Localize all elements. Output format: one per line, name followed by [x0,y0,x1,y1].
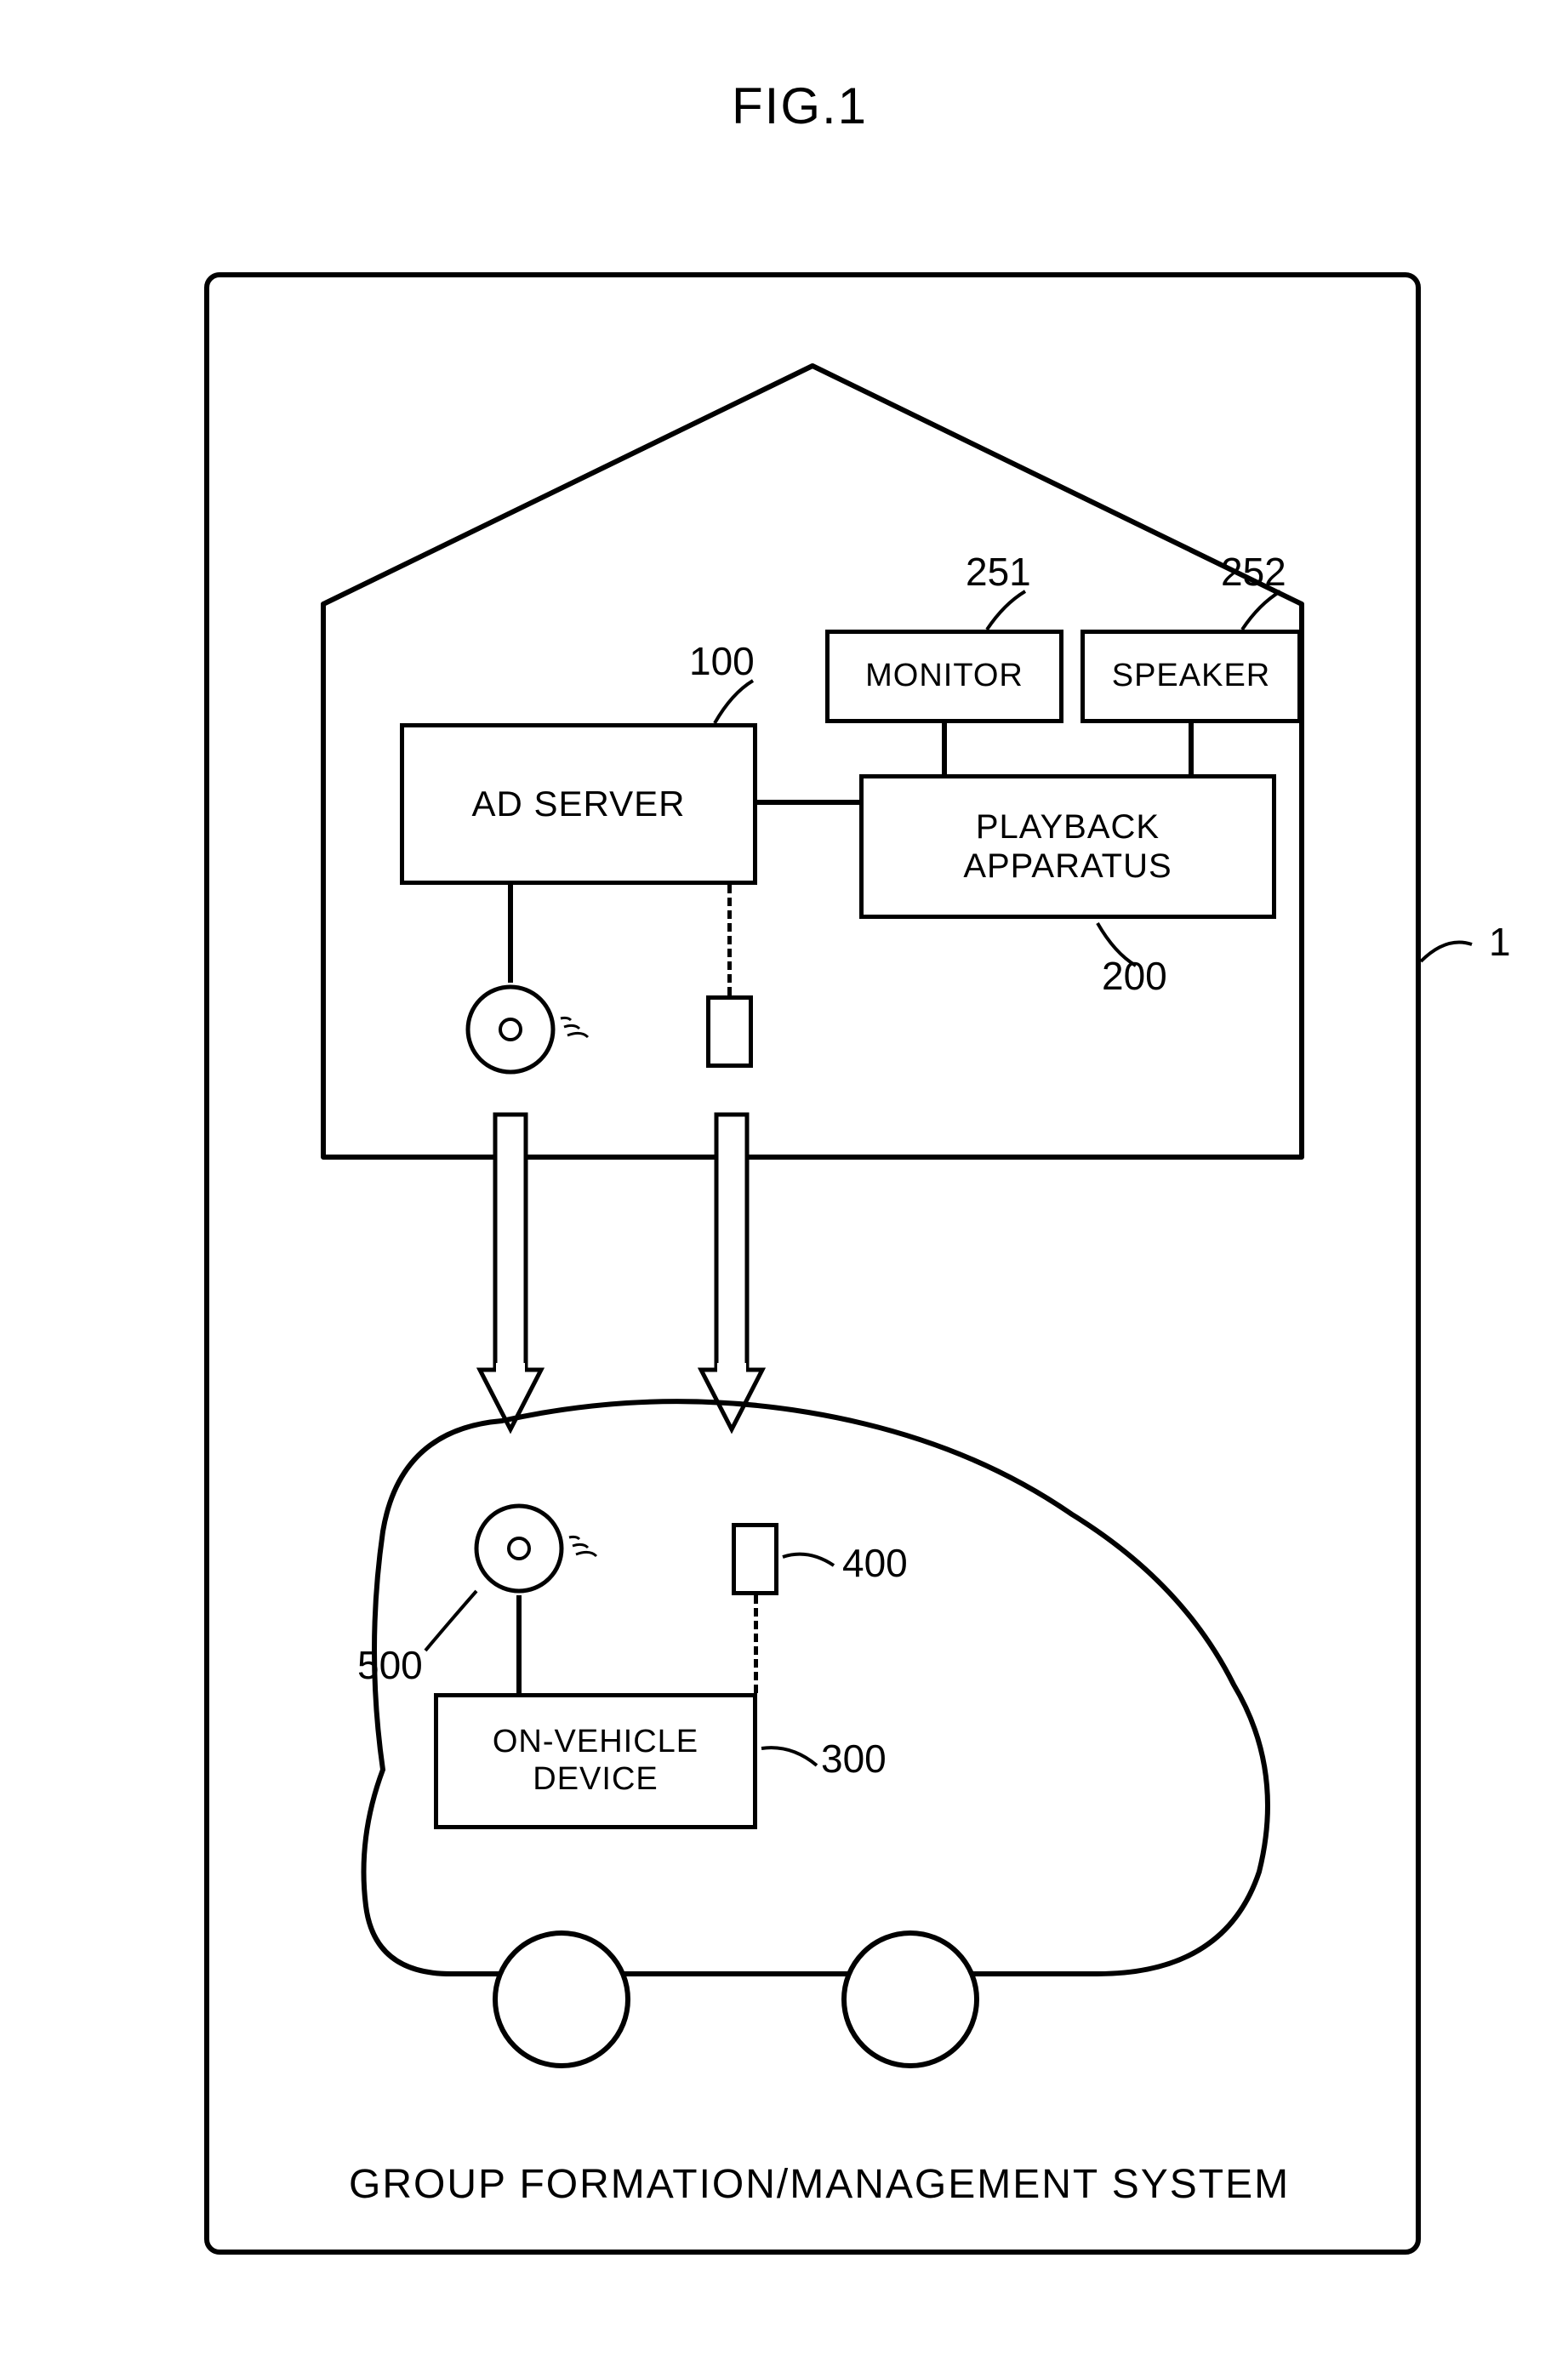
leader-1 [1412,927,1489,978]
conn-adserver-playback [757,800,859,805]
speaker-block: SPEAKER [1080,630,1302,723]
leader-100 [706,676,766,727]
figure-title: FIG.1 [732,77,868,135]
ref-label-300: 300 [821,1736,887,1782]
ad-server-label: AD SERVER [472,784,686,824]
on-vehicle-label: ON-VEHICLE DEVICE [493,1724,698,1798]
conn-adserver-disc [508,885,513,983]
ad-server-block: AD SERVER [400,723,757,885]
disc-icon-home [464,983,591,1076]
leader-500 [417,1587,485,1659]
playback-label: PLAYBACK APPARATUS [963,807,1172,886]
leader-400 [778,1544,842,1582]
ref-label-200: 200 [1102,953,1167,999]
system-caption: GROUP FORMATION/MANAGEMENT SYSTEM [349,2161,1290,2208]
conn-adserver-memcard [727,885,732,995]
conn-monitor-playback [942,723,947,774]
on-vehicle-block: ON-VEHICLE DEVICE [434,1693,757,1829]
ref-label-252: 252 [1221,549,1286,595]
memcard-icon-car [732,1523,778,1595]
diagram-canvas: FIG.1 1 AD SERVER 100 MONITOR 251 SPEAKE… [34,34,1568,2344]
playback-block: PLAYBACK APPARATUS [859,774,1276,919]
leader-300 [757,1740,825,1778]
disc-icon-car [472,1502,600,1595]
ref-label-1: 1 [1489,919,1511,965]
ref-label-400: 400 [842,1540,908,1586]
ref-label-500: 500 [357,1642,423,1688]
memcard-icon-home [706,995,753,1068]
speaker-label: SPEAKER [1112,658,1271,695]
conn-disc-onvehicle [516,1595,522,1693]
ref-label-100: 100 [689,638,755,684]
ref-label-251: 251 [966,549,1031,595]
monitor-block: MONITOR [825,630,1063,723]
monitor-label: MONITOR [865,658,1023,695]
conn-memcard-onvehicle [754,1595,758,1693]
conn-speaker-playback [1189,723,1194,774]
